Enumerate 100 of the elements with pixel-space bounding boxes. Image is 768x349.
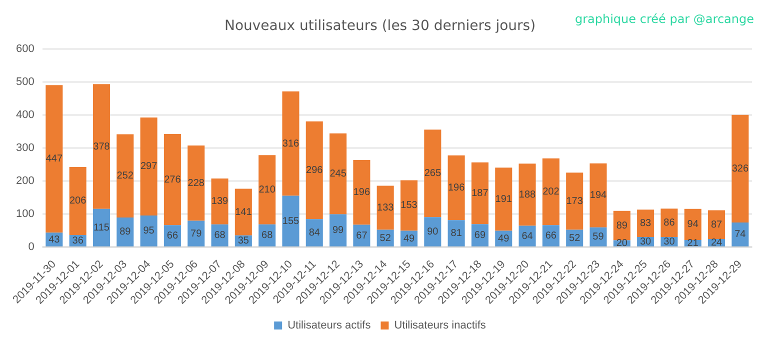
data-label: 141 bbox=[235, 206, 252, 218]
data-label: 67 bbox=[356, 230, 368, 242]
data-label: 194 bbox=[590, 190, 608, 202]
bar bbox=[92, 208, 110, 246]
data-label: 191 bbox=[495, 194, 512, 205]
bar bbox=[234, 188, 252, 236]
y-tick-label: 600 bbox=[16, 42, 34, 55]
bar bbox=[590, 163, 607, 228]
data-label: 133 bbox=[377, 202, 394, 214]
bar bbox=[732, 222, 749, 246]
data-label: 155 bbox=[282, 216, 300, 227]
data-label: 296 bbox=[306, 165, 324, 176]
data-label: 89 bbox=[120, 226, 132, 238]
bar bbox=[92, 84, 110, 209]
data-label: 30 bbox=[640, 236, 652, 248]
data-label: 66 bbox=[166, 230, 178, 242]
data-label: 87 bbox=[710, 219, 723, 230]
data-label: 202 bbox=[542, 186, 560, 198]
bar bbox=[495, 168, 512, 231]
bar bbox=[282, 91, 300, 196]
data-label: 206 bbox=[69, 196, 87, 207]
bar bbox=[69, 166, 86, 235]
y-tick-label: 100 bbox=[16, 208, 34, 220]
bar bbox=[164, 134, 181, 226]
data-label: 64 bbox=[522, 230, 534, 242]
bar bbox=[448, 220, 465, 246]
data-label: 24 bbox=[710, 237, 723, 248]
data-label: 210 bbox=[258, 184, 276, 196]
data-label: 35 bbox=[238, 236, 250, 247]
bar bbox=[660, 208, 678, 237]
text: graphique créé par @arcange bbox=[574, 12, 754, 26]
y-tick-label: 200 bbox=[16, 174, 34, 187]
bar bbox=[46, 85, 63, 233]
data-label: 21 bbox=[687, 238, 699, 249]
data-label: 265 bbox=[424, 168, 442, 180]
bar bbox=[140, 117, 158, 216]
data-label: 187 bbox=[472, 188, 489, 199]
data-label: 20 bbox=[616, 238, 628, 250]
data-label: 326 bbox=[732, 163, 749, 174]
data-label: 49 bbox=[498, 233, 510, 244]
data-label: 95 bbox=[143, 226, 155, 237]
y-tick-label: 500 bbox=[16, 76, 34, 88]
data-label: 86 bbox=[664, 218, 676, 229]
bar bbox=[400, 180, 418, 231]
data-label: 378 bbox=[93, 141, 110, 152]
bar bbox=[330, 133, 347, 214]
y-tick-label: 0 bbox=[28, 240, 34, 253]
data-label: 245 bbox=[330, 168, 347, 180]
bar bbox=[140, 216, 158, 246]
data-label: 68 bbox=[262, 230, 274, 242]
data-label: 81 bbox=[450, 228, 462, 240]
data-label: 66 bbox=[545, 230, 557, 242]
data-label: 49 bbox=[403, 233, 416, 244]
data-label: 90 bbox=[427, 226, 439, 238]
bar bbox=[376, 186, 394, 230]
bar bbox=[542, 158, 560, 226]
bar bbox=[188, 220, 205, 246]
bar bbox=[424, 217, 442, 246]
data-label: 99 bbox=[332, 225, 344, 236]
data-label: 36 bbox=[72, 235, 84, 246]
bar bbox=[330, 214, 347, 246]
data-label: 228 bbox=[188, 178, 205, 189]
bar bbox=[424, 130, 442, 218]
data-label: 153 bbox=[400, 200, 418, 212]
data-label: 79 bbox=[190, 228, 202, 240]
data-label: 173 bbox=[566, 196, 584, 207]
data-label: 276 bbox=[164, 174, 182, 186]
bar bbox=[282, 196, 300, 246]
data-label: 52 bbox=[380, 232, 392, 244]
data-label: 59 bbox=[592, 232, 604, 243]
bar bbox=[188, 146, 205, 221]
data-label: 115 bbox=[94, 222, 110, 234]
data-label: 43 bbox=[48, 234, 60, 246]
bar bbox=[211, 178, 228, 224]
bar bbox=[306, 219, 323, 246]
bar bbox=[258, 155, 276, 224]
chart-title: Nouveaux utilisateurs (les 30 derniers jours) bbox=[224, 18, 536, 34]
bar bbox=[518, 164, 536, 226]
bar bbox=[732, 114, 749, 222]
data-label: 94 bbox=[687, 219, 699, 230]
data-label: 30 bbox=[664, 236, 676, 248]
legend-label: Utilisateurs actifs bbox=[288, 320, 372, 332]
data-label: 69 bbox=[474, 230, 486, 241]
data-label: 74 bbox=[734, 229, 746, 240]
bar bbox=[448, 155, 465, 220]
data-label: 89 bbox=[616, 220, 628, 232]
bar bbox=[708, 210, 726, 239]
data-label: 252 bbox=[116, 170, 134, 182]
legend-label: Utilisateurs inactifs bbox=[394, 320, 486, 332]
data-label: 196 bbox=[353, 187, 370, 198]
data-label: 196 bbox=[448, 182, 466, 194]
bar bbox=[116, 218, 134, 246]
bar bbox=[471, 162, 488, 224]
bar bbox=[684, 208, 702, 240]
y-tick-label: 300 bbox=[16, 142, 34, 154]
data-label: 52 bbox=[569, 232, 581, 244]
data-label: 447 bbox=[46, 154, 63, 165]
data-label: 188 bbox=[518, 189, 536, 200]
data-label: 84 bbox=[308, 228, 320, 239]
bar bbox=[306, 121, 323, 220]
